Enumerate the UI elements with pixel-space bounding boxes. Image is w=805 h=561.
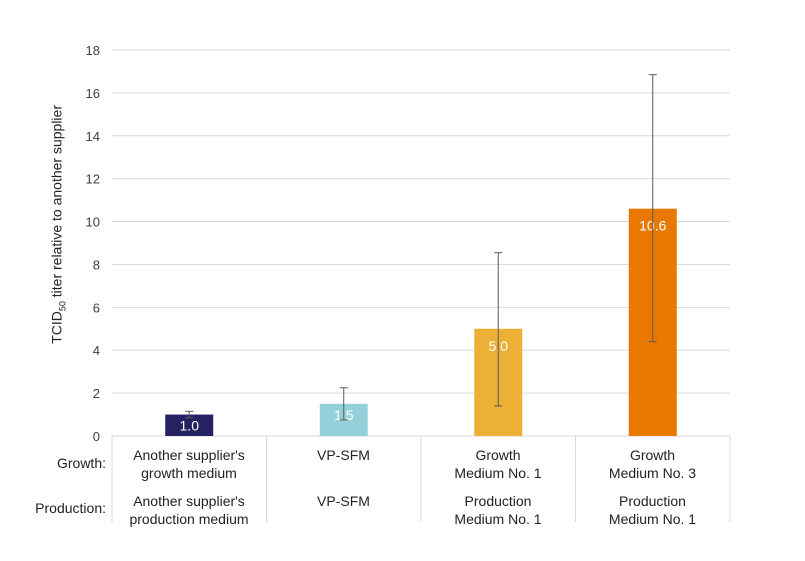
category-label-line: Medium No. 1 [454, 511, 542, 527]
category-production-label: Production Medium No. 1 [576, 492, 730, 528]
y-tick-label: 0 [93, 429, 100, 444]
category-label-line: Another supplier's [133, 447, 245, 463]
y-tick-label: 10 [86, 215, 100, 230]
category-label-line: Production [619, 493, 686, 509]
y-tick-label: 2 [93, 386, 100, 401]
category-production-label: VP-SFM [267, 492, 421, 510]
category-label-line: growth medium [141, 465, 237, 481]
y-tick-label: 16 [86, 86, 100, 101]
category-label-line: Growth [629, 447, 676, 463]
category-growth-label: Growth Medium No. 1 [421, 446, 575, 482]
category-production-label: Production Medium No. 1 [421, 492, 575, 528]
y-tick-label: 6 [93, 300, 100, 315]
category-label-line: Medium No. 1 [608, 511, 697, 527]
category-label-line: Medium No. 1 [454, 465, 542, 481]
y-axis-label: TCID50 titer relative to another supplie… [48, 105, 68, 344]
y-tick-label: 12 [86, 172, 100, 187]
category-growth-label: Another supplier's growth medium [112, 446, 266, 482]
y-tick-label: 4 [93, 343, 100, 358]
y-tick-label: 8 [93, 257, 100, 272]
category-label-line: production medium [129, 511, 249, 527]
category-label-line: VP-SFM [317, 447, 370, 463]
category-label-line: Medium No. 3 [608, 465, 697, 481]
category-label-line: VP-SFM [317, 493, 370, 509]
category-label-line: Another supplier's [133, 493, 245, 509]
y-tick-label: 18 [86, 43, 100, 58]
category-growth-label: VP-SFM [267, 446, 421, 464]
category-growth-label: Growth Medium No. 3 [576, 446, 730, 482]
bar [165, 414, 214, 436]
data-label: 1.0 [180, 418, 200, 434]
category-label-line: Production [464, 493, 532, 509]
y-tick-label: 14 [86, 129, 100, 144]
category-label-line: Growth [475, 447, 521, 463]
row-label-production: Production: [35, 500, 106, 516]
row-label-growth: Growth: [56, 455, 106, 471]
category-production-label: Another supplier's production medium [112, 492, 266, 528]
